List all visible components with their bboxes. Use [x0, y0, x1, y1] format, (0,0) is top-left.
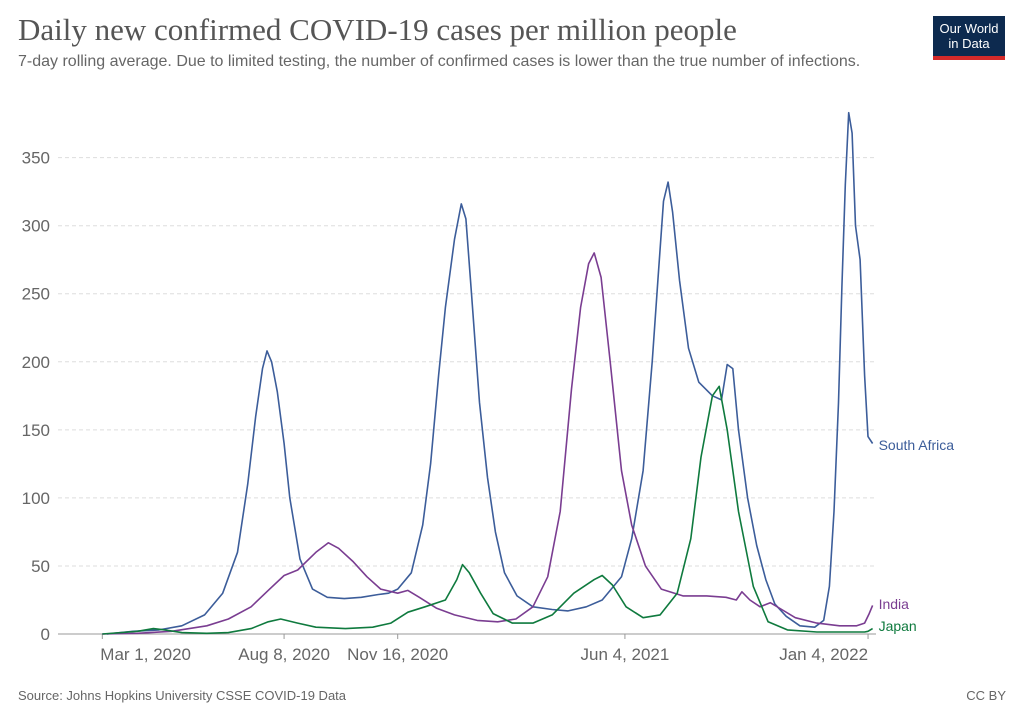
x-tick-label: Nov 16, 2020: [347, 645, 448, 664]
x-tick-label: Jun 4, 2021: [580, 645, 669, 664]
logo-line-2: in Data: [948, 36, 990, 51]
series-lines: [102, 111, 874, 635]
x-tick-label: Aug 8, 2020: [238, 645, 330, 664]
y-tick-label: 350: [22, 149, 50, 168]
y-tick-label: 250: [22, 285, 50, 304]
y-tick-label: 150: [22, 421, 50, 440]
x-tick-label: Mar 1, 2020: [100, 645, 191, 664]
series-label-south-africa: South Africa: [879, 437, 955, 453]
series-label-japan: Japan: [879, 618, 917, 634]
y-tick-label: 50: [31, 557, 50, 576]
series-label-india: India: [879, 596, 910, 612]
license-link[interactable]: CC BY: [966, 688, 1006, 703]
series-labels: South Africa India Japan: [879, 437, 955, 634]
series-line-south-africa: [106, 111, 874, 635]
logo-line-1: Our World: [939, 21, 999, 36]
chart-subtitle: 7-day rolling average. Due to limited te…: [18, 53, 861, 70]
series-line-japan: [102, 385, 874, 635]
series-line-india: [102, 252, 874, 635]
source-note: Source: Johns Hopkins University CSSE CO…: [18, 688, 347, 703]
chart-title: Daily new confirmed COVID-19 cases per m…: [18, 12, 737, 47]
y-tick-label: 100: [22, 489, 50, 508]
y-tick-label: 300: [22, 217, 50, 236]
owid-logo[interactable]: Our World in Data: [933, 16, 1005, 60]
axes: 0 50 100 150 200 250 300 350 Mar 1, 2020 Aug 8, 2…: [22, 149, 876, 664]
gridlines: [58, 157, 876, 567]
y-tick-label: 200: [22, 353, 50, 372]
y-tick-label: 0: [41, 625, 50, 644]
x-tick-label: Jan 4, 2022: [779, 645, 868, 664]
